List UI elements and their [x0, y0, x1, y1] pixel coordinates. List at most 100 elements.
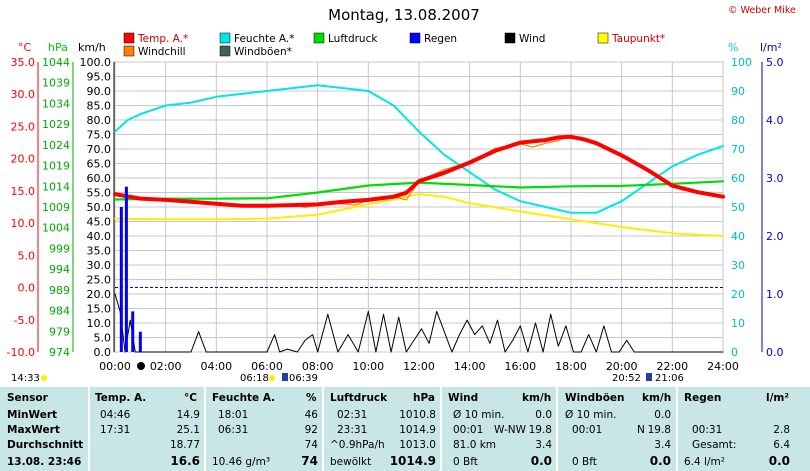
temp-tick-label: 20.0	[11, 153, 36, 166]
wind-tick-label: 45.0	[87, 216, 112, 229]
rain-header: Regen	[684, 392, 722, 404]
x-tick-label: 02:00	[150, 360, 182, 373]
humidity-min-time: 18:01	[218, 409, 249, 421]
humidity-tick-label: 80	[731, 114, 745, 127]
rain-bar	[119, 207, 123, 352]
series-line-wind	[114, 293, 724, 353]
rain-unit-label: l/m²	[766, 392, 789, 404]
sunrise-time: 06:18	[240, 373, 269, 384]
pressure-tick-label: 1044	[42, 56, 70, 69]
temp-avg: 18.77	[169, 439, 200, 451]
sensor-section	[0, 387, 88, 471]
wind-avg: 3.4	[535, 439, 552, 451]
moon-icon	[41, 375, 47, 381]
wind-tick-label: 35.0	[87, 245, 112, 258]
legend-label: Taupunkt*	[611, 33, 665, 45]
legend-label: Wind	[519, 33, 545, 45]
row-min-label: MinWert	[7, 409, 58, 421]
legend-swatch	[219, 45, 231, 57]
series-line-taupunkt	[114, 193, 724, 237]
x-tick-label: 04:00	[200, 360, 232, 373]
wind-tick-label: 20.0	[87, 288, 112, 301]
wind-tick-label: 0.0	[94, 346, 112, 359]
humidity-min: 46	[304, 409, 318, 421]
twilight-morning-time: 06:39	[289, 373, 318, 384]
x-tick-label: 06:00	[251, 360, 283, 373]
wind-tick-label: 30.0	[87, 259, 112, 272]
sunset-time: 20:52	[612, 373, 641, 384]
temp-max-time: 17:31	[100, 424, 131, 436]
x-tick-label: 14:00	[454, 360, 486, 373]
temp-min: 14.9	[176, 409, 200, 421]
statistics-table: Sensor MinWert MaxWert Durchschnitt 13.0…	[0, 387, 810, 471]
wind-distance: 81.0 km	[453, 439, 497, 451]
rain-tick-label: 5.0	[766, 56, 784, 69]
pressure-tick-label: 1004	[42, 222, 70, 235]
legend-swatch	[597, 32, 609, 44]
wind-tick-label: 100.0	[80, 56, 112, 69]
humidity-tick-label: 70	[731, 143, 745, 156]
x-tick-label: 22:00	[656, 360, 688, 373]
pressure-max: 1014.9	[399, 424, 436, 436]
humidity-max-time: 06:31	[218, 424, 249, 436]
temp-tick-label: -5.0	[14, 314, 35, 327]
rain-tick-label: 1.0	[766, 288, 784, 301]
series	[113, 84, 725, 353]
pressure-trend: ^0.9hPa/h	[330, 439, 385, 451]
wind-max: 19.8	[528, 424, 552, 436]
rain-total: 6.4	[773, 439, 790, 451]
temp-header: Temp. A.	[95, 392, 147, 404]
gust-header: Windböen	[565, 392, 625, 404]
pressure-min-time: 02:31	[337, 409, 368, 421]
twilight-evening-time: 21:06	[655, 373, 684, 384]
temp-current: 16.6	[170, 454, 200, 468]
legend-swatch	[123, 45, 135, 57]
series-line-feuchte-a	[114, 84, 724, 214]
wind-tick-label: 40.0	[87, 230, 112, 243]
temp-max: 25.1	[176, 424, 200, 436]
rain-max-time: 00:31	[692, 424, 723, 436]
sensor-header: Sensor	[7, 392, 48, 404]
gust-avg10: 0.0	[654, 409, 671, 421]
rain-tick-label: 3.0	[766, 172, 784, 185]
wind-tick-label: 85.0	[87, 100, 112, 113]
humidity-current: 74	[301, 454, 318, 468]
gust-section	[558, 387, 676, 471]
humidity-tick-label: 50	[731, 201, 745, 214]
wind-tick-label: 65.0	[87, 158, 112, 171]
rain-bar	[138, 331, 142, 352]
humidity-tick-label: 40	[731, 230, 745, 243]
copyright: © Weber Mike	[728, 5, 796, 16]
pressure-tick-label: 974	[49, 346, 70, 359]
wind-unit-label: km/h	[522, 392, 552, 404]
rain-current-label: 6.4 l/m²	[684, 456, 725, 468]
rain-tick-label: 0.0	[766, 346, 784, 359]
pressure-tick-label: 1039	[42, 77, 70, 90]
legend-label: Temp. A.*	[137, 33, 188, 45]
wind-tick-label: 95.0	[87, 71, 112, 84]
pressure-section	[324, 387, 440, 471]
rain-current: 0.0	[768, 454, 790, 468]
pressure-tick-label: 1034	[42, 97, 70, 110]
series-line-temp-a	[113, 134, 725, 208]
temp-tick-label: 15.0	[11, 185, 36, 198]
legend-label: Luftdruck	[328, 33, 378, 45]
humidity-tick-label: 100	[731, 56, 752, 69]
temp-tick-label: 30.0	[11, 88, 36, 101]
pressure-avg: 1013.0	[399, 439, 436, 451]
wind-tick-label: 5.0	[94, 332, 112, 345]
temp-tick-label: 5.0	[18, 249, 36, 262]
wind-tick-label: 80.0	[87, 114, 112, 127]
new-moon-icon	[137, 362, 145, 370]
legend-swatch	[219, 32, 231, 44]
x-tick-label: 20:00	[606, 360, 638, 373]
humidity-unit-label: %	[306, 392, 317, 404]
wind-bft: 0 Bft	[453, 456, 478, 468]
humidity-tick-label: 60	[731, 172, 745, 185]
temp-tick-label: 35.0	[11, 56, 36, 69]
wind-tick-label: 75.0	[87, 129, 112, 142]
humidity-tick-label: 0	[731, 346, 738, 359]
pressure-current: 1014.9	[389, 454, 436, 468]
wind-max-dir: W-NW	[494, 424, 526, 436]
x-tick-label: 10:00	[352, 360, 384, 373]
